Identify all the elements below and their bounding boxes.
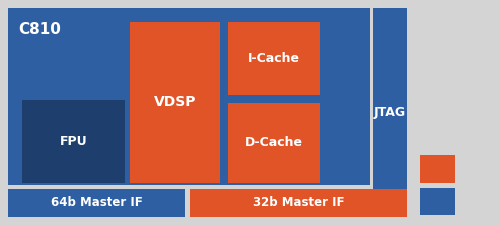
Text: C810: C810 — [18, 22, 61, 37]
Bar — [8, 189, 185, 217]
Bar — [130, 22, 220, 183]
Text: I-Cache: I-Cache — [248, 52, 300, 65]
Text: 32b Master IF: 32b Master IF — [253, 196, 344, 209]
Bar — [420, 155, 455, 183]
Bar — [420, 188, 455, 215]
Text: D-Cache: D-Cache — [245, 137, 303, 149]
Bar — [22, 100, 125, 183]
Bar — [8, 8, 370, 185]
Bar — [228, 22, 320, 95]
Bar — [190, 189, 407, 217]
Text: 64b Master IF: 64b Master IF — [50, 196, 142, 209]
Text: JTAG: JTAG — [374, 106, 406, 119]
Text: VDSP: VDSP — [154, 95, 196, 110]
Text: FPU: FPU — [60, 135, 88, 148]
Bar — [373, 8, 407, 217]
Bar — [228, 103, 320, 183]
